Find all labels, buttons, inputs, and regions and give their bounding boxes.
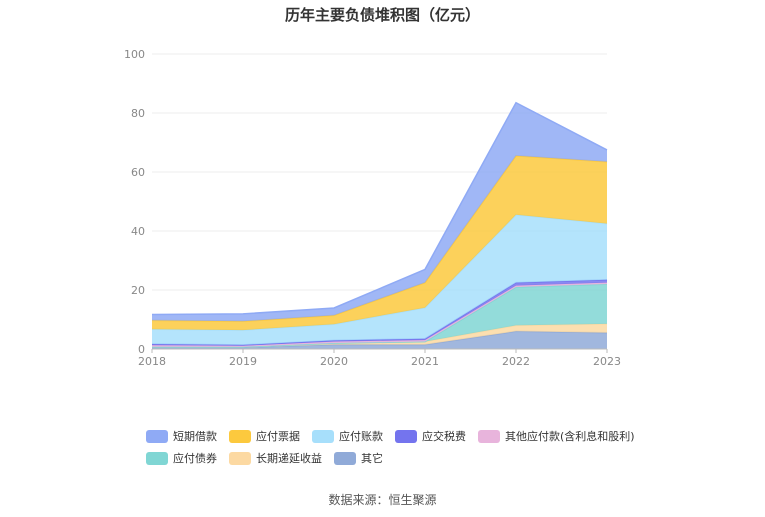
legend-swatch — [146, 429, 168, 443]
legend-item[interactable]: 应交税费 — [395, 428, 466, 444]
y-tick-label: 20 — [131, 284, 145, 297]
area-series-应付账款 — [152, 214, 607, 345]
y-tick-label: 40 — [131, 225, 145, 238]
y-tick-label: 80 — [131, 107, 145, 120]
legend-swatch — [395, 429, 417, 443]
x-tick-label: 2023 — [593, 355, 621, 368]
legend-label: 应交税费 — [422, 430, 466, 443]
legend-row: 短期借款 应付票据 应付账款 应交税费 其他应付款(含利息和股利) — [146, 425, 646, 447]
y-tick-label: 60 — [131, 166, 145, 179]
y-tick-label: 100 — [124, 48, 145, 61]
legend-item[interactable]: 其它 — [334, 450, 383, 466]
chart-title: 历年主要负债堆积图（亿元） — [284, 6, 480, 24]
legend-label: 应付账款 — [339, 430, 383, 443]
legend-label: 长期递延收益 — [256, 452, 322, 465]
stacked-area-chart: 0 20 40 60 80 100 2018 2019 2020 2021 2022 2023 — [124, 48, 621, 368]
x-tick-label: 2019 — [229, 355, 257, 368]
area-series-应付票据 — [152, 155, 607, 331]
legend-swatch — [334, 451, 356, 465]
area-series-短期借款 — [152, 102, 607, 322]
x-tick-label: 2022 — [502, 355, 530, 368]
legend-label: 其他应付款(含利息和股利) — [505, 430, 635, 443]
legend-row: 应付债券 长期递延收益 其它 — [146, 447, 646, 469]
legend-swatch — [312, 429, 334, 443]
y-tick-label: 0 — [138, 343, 145, 356]
legend-item[interactable]: 应付债券 — [146, 450, 217, 466]
legend-item[interactable]: 短期借款 — [146, 428, 217, 444]
area-series-应付债券 — [152, 284, 607, 347]
line-series-短期借款 — [151, 101, 608, 316]
x-tick-label: 2020 — [320, 355, 348, 368]
legend-label: 其它 — [361, 452, 383, 465]
x-tick-label: 2021 — [411, 355, 439, 368]
legend-label: 应付票据 — [256, 430, 300, 443]
legend-swatch — [146, 451, 168, 465]
legend-item[interactable]: 应付账款 — [312, 428, 383, 444]
legend-swatch — [229, 451, 251, 465]
legend-label: 应付债券 — [173, 452, 217, 465]
legend-item[interactable]: 长期递延收益 — [229, 450, 322, 466]
legend-swatch — [478, 429, 500, 443]
x-tick-label: 2018 — [138, 355, 166, 368]
area-series-其它 — [152, 331, 607, 349]
legend-swatch — [229, 429, 251, 443]
legend-item[interactable]: 其他应付款(含利息和股利) — [478, 428, 635, 444]
legend-label: 短期借款 — [173, 430, 217, 443]
chart-legend: 短期借款 应付票据 应付账款 应交税费 其他应付款(含利息和股利) 应付债券 长期递延收益 其… — [146, 425, 646, 469]
legend-item[interactable]: 应付票据 — [229, 428, 300, 444]
data-source: 数据来源：恒生聚源 — [328, 493, 437, 507]
